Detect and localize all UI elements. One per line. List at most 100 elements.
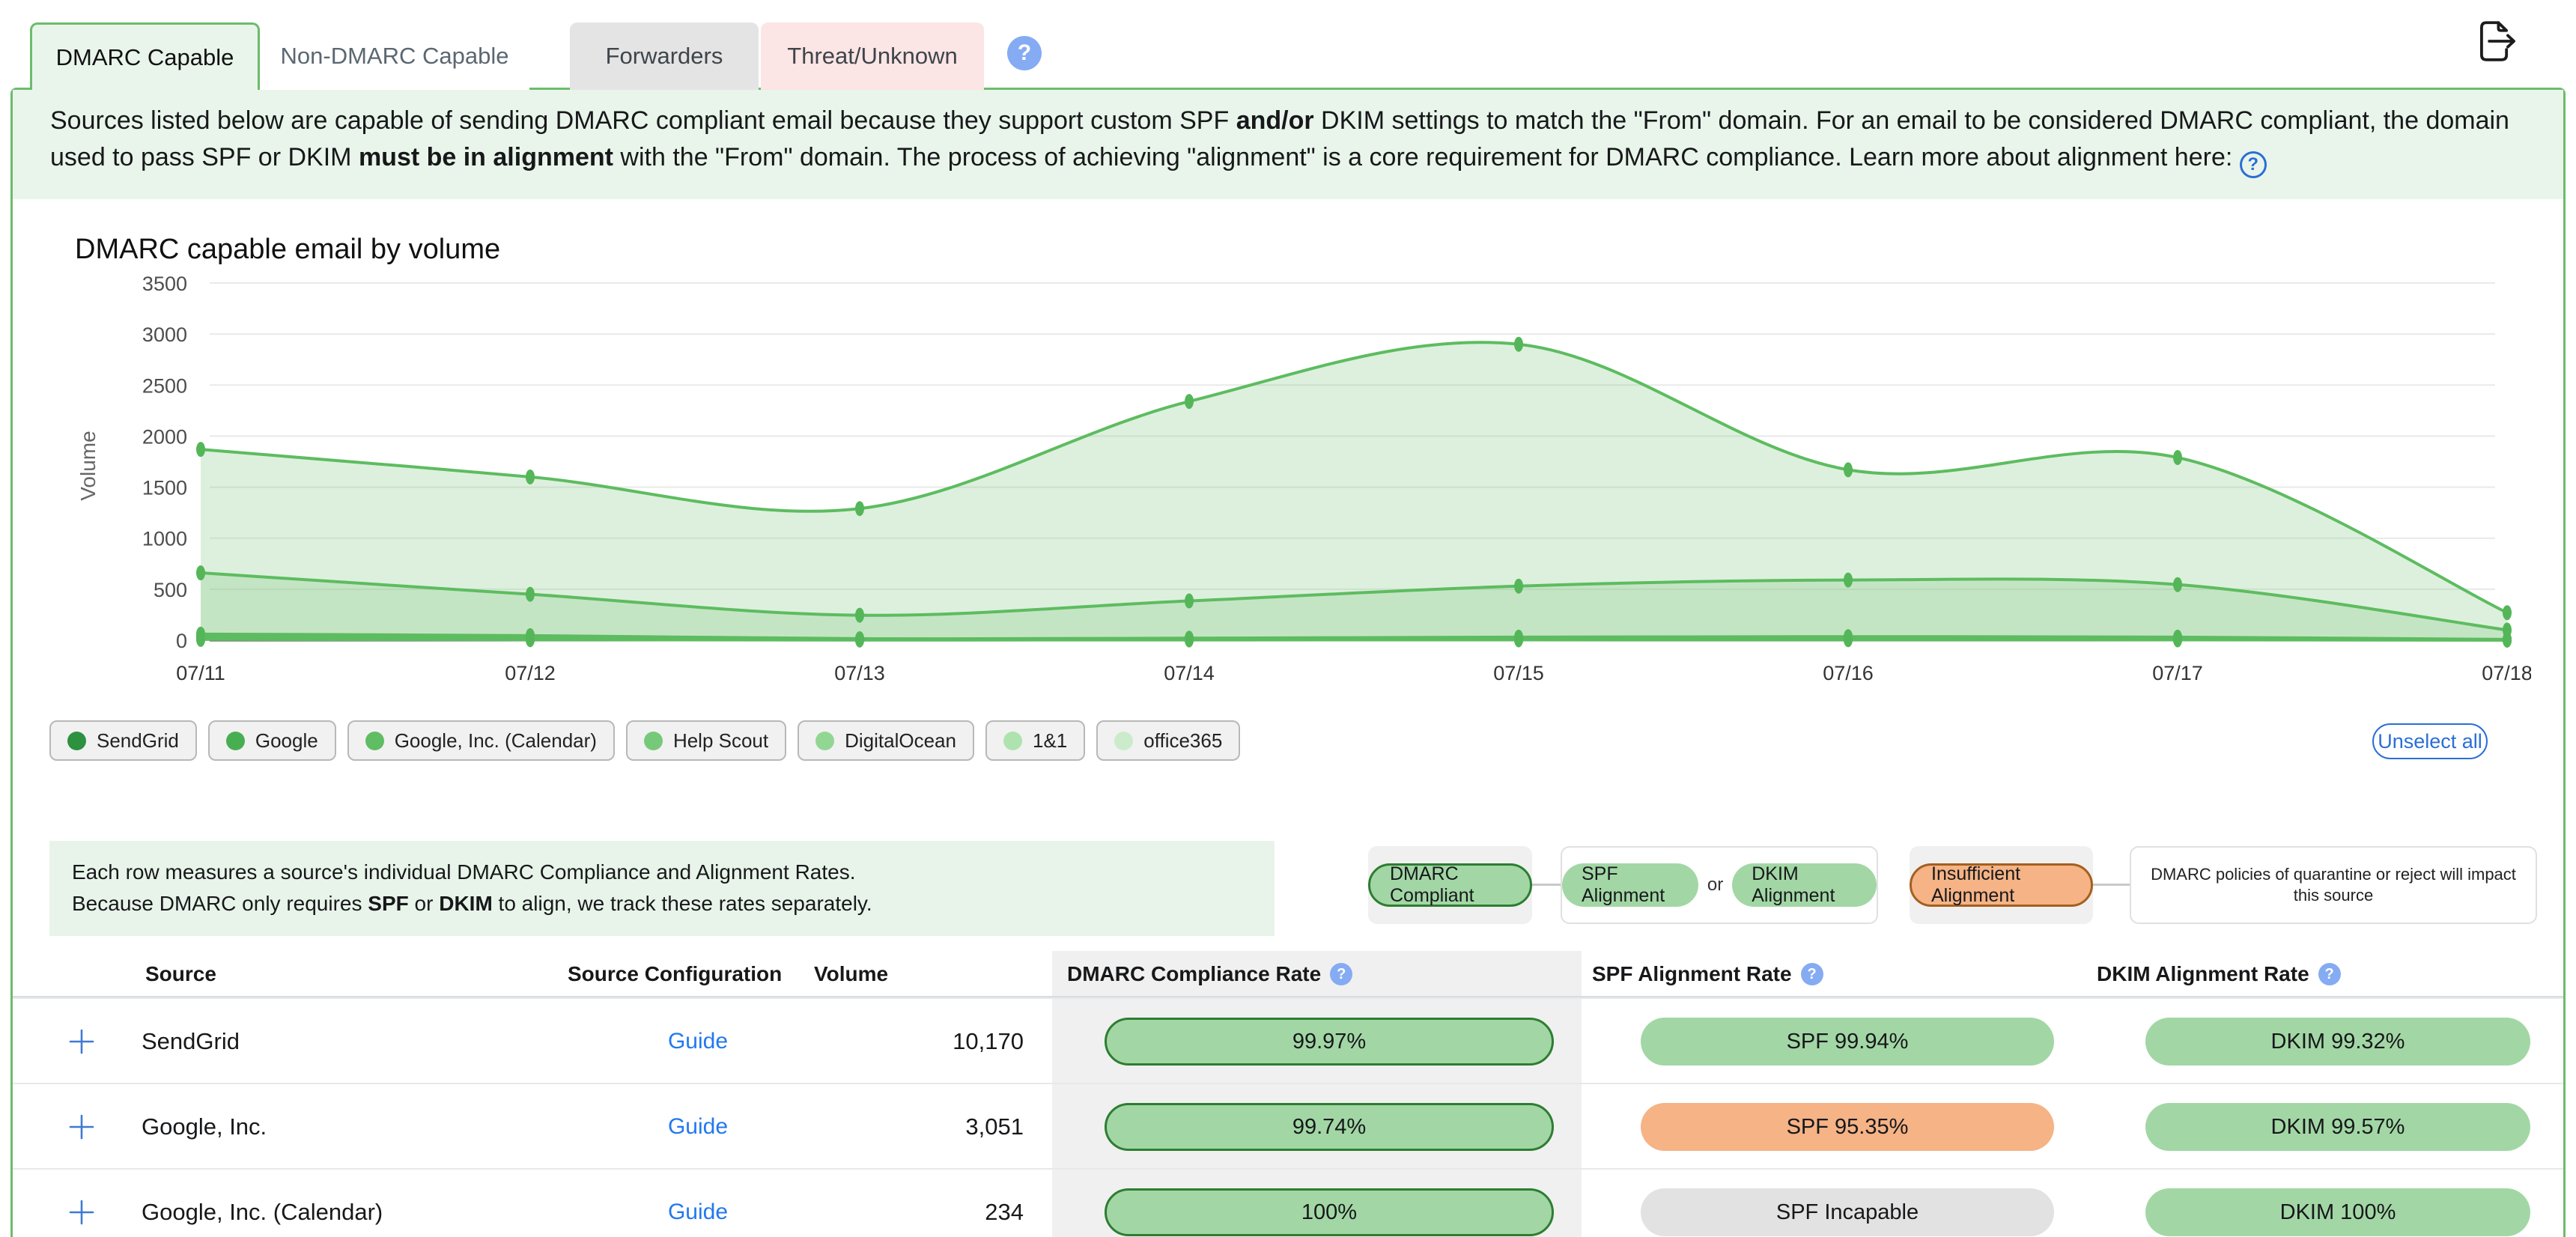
description-segment: Sources listed below are capable of send… xyxy=(50,106,1236,135)
volume-area-chart: 3500 3000 2500 2000 1500 1000 500 0 07/11 07/12 07… xyxy=(76,273,2531,684)
spf-rate-pill: SPF 95.35% xyxy=(1641,1103,2054,1151)
table-row: Google, Inc. Guide 3,051 99.74% SPF 95.3… xyxy=(13,1083,2563,1168)
source-name: Google, Inc. xyxy=(142,1113,267,1140)
series-color-dot xyxy=(1003,731,1022,750)
series-label: DigitalOcean xyxy=(845,729,956,752)
series-label: Google, Inc. (Calendar) xyxy=(394,729,597,752)
svg-text:07/11: 07/11 xyxy=(176,662,225,684)
table-row: Google, Inc. (Calendar) Guide 234 100% S… xyxy=(13,1168,2563,1237)
legend-chip-office365[interactable]: office365 xyxy=(1096,720,1241,761)
svg-text:1500: 1500 xyxy=(142,477,187,499)
dmarc-compliance-pill: 99.74% xyxy=(1105,1103,1554,1151)
spf-rate-pill: SPF Incapable xyxy=(1641,1188,2054,1236)
svg-text:1000: 1000 xyxy=(142,528,187,550)
expand-row-button[interactable] xyxy=(67,1197,97,1227)
legend-connector-line xyxy=(1532,884,1561,886)
tab-dmarc-capable[interactable]: DMARC Capable xyxy=(30,22,260,90)
spf-alignment-pill: SPF Alignment xyxy=(1562,863,1698,907)
svg-text:2500: 2500 xyxy=(142,374,187,397)
column-header-label: DMARC Compliance Rate xyxy=(1067,962,1322,985)
legend-chip-google-inc-calendar[interactable]: Google, Inc. (Calendar) xyxy=(347,720,615,761)
description-bold: must be in alignment xyxy=(358,143,613,171)
description-segment: with the "From" domain. The process of a… xyxy=(613,143,2240,171)
column-header-source: Source xyxy=(145,962,216,985)
svg-text:500: 500 xyxy=(154,579,187,601)
expand-row-button[interactable] xyxy=(67,1027,97,1057)
unselect-all-button[interactable]: Unselect all xyxy=(2372,723,2488,759)
tab-label: Non-DMARC Capable xyxy=(280,43,509,69)
svg-text:07/18: 07/18 xyxy=(2482,662,2531,684)
svg-text:3000: 3000 xyxy=(142,323,187,346)
description-bold: and/or xyxy=(1236,106,1314,135)
plus-icon xyxy=(69,1029,94,1054)
series-color-dot xyxy=(643,731,663,750)
legend-chip-digitalocean[interactable]: DigitalOcean xyxy=(798,720,974,761)
guide-link[interactable]: Guide xyxy=(667,1200,729,1224)
tab-forwarders[interactable]: Forwarders xyxy=(570,22,759,90)
series-color-dot xyxy=(225,731,245,750)
table-row: SendGrid Guide 10,170 99.97% SPF 99.94% … xyxy=(13,997,2563,1083)
note-segment: to align, we track these rates separatel… xyxy=(492,892,872,915)
legend-chip-1-1[interactable]: 1&1 xyxy=(985,720,1086,761)
series-label: 1&1 xyxy=(1032,729,1068,752)
tab-non-dmarc-capable[interactable]: Non-DMARC Capable xyxy=(260,22,529,90)
series-legend-row: SendGrid Google Google, Inc. (Calendar) Hel… xyxy=(49,720,1241,761)
svg-text:07/17: 07/17 xyxy=(2152,662,2203,684)
source-name: SendGrid xyxy=(142,1028,240,1054)
svg-text:3500: 3500 xyxy=(142,273,187,295)
legend-chip-sendgrid[interactable]: SendGrid xyxy=(49,720,197,761)
column-header-dkim-alignment-rate: DKIM Alignment Rate ? xyxy=(2097,951,2341,997)
dmarc-compliance-pill: 99.97% xyxy=(1105,1018,1554,1066)
spf-rate-help-icon[interactable]: ? xyxy=(1800,963,1823,985)
svg-text:07/14: 07/14 xyxy=(1164,662,1215,684)
legend-card-dmarc-compliant: DMARC Compliant xyxy=(1368,846,1532,924)
chart-title: DMARC capable email by volume xyxy=(75,234,501,265)
series-color-dot xyxy=(1114,731,1134,750)
policy-note-text: DMARC policies of quarantine or reject w… xyxy=(2151,865,2516,905)
svg-text:07/15: 07/15 xyxy=(1493,662,1544,684)
guide-link[interactable]: Guide xyxy=(667,1029,729,1054)
svg-text:0: 0 xyxy=(176,630,187,652)
table-note-line1: Each row measures a source's individual … xyxy=(72,860,856,884)
volume-value: 10,170 xyxy=(953,1028,1024,1054)
description-segment: DKIM settings to match the "From" domain… xyxy=(50,106,2509,171)
series-color-dot xyxy=(365,731,384,750)
column-header-volume: Volume xyxy=(814,962,889,985)
legend-chip-help-scout[interactable]: Help Scout xyxy=(625,720,787,761)
expand-row-button[interactable] xyxy=(67,1112,97,1142)
tab-label: Forwarders xyxy=(605,43,723,69)
legend-card-insufficient: Insufficient Alignment xyxy=(1910,846,2093,924)
svg-text:Volume: Volume xyxy=(76,431,100,500)
dkim-rate-pill: DKIM 99.32% xyxy=(2145,1018,2530,1066)
legend-card-alignment: SPF Alignment or DKIM Alignment xyxy=(1561,846,1878,924)
insufficient-alignment-pill: Insufficient Alignment xyxy=(1910,863,2093,907)
file-export-icon xyxy=(2480,21,2515,61)
dkim-rate-pill: DKIM 99.57% xyxy=(2145,1103,2530,1151)
legend-card-policy-note: DMARC policies of quarantine or reject w… xyxy=(2130,846,2537,924)
volume-value: 234 xyxy=(985,1199,1024,1225)
column-header-dmarc-compliance-rate: DMARC Compliance Rate ? xyxy=(1067,951,1353,997)
series-label: Help Scout xyxy=(672,729,769,752)
note-bold: DKIM xyxy=(439,892,493,915)
guide-link[interactable]: Guide xyxy=(667,1114,729,1139)
plus-icon xyxy=(69,1114,94,1140)
series-color-dot xyxy=(815,731,835,750)
dmarc-rate-help-icon[interactable]: ? xyxy=(1330,963,1353,985)
volume-value: 3,051 xyxy=(965,1113,1024,1140)
note-segment: or xyxy=(408,892,440,915)
tab-label: Threat/Unknown xyxy=(787,43,958,69)
description-text: Sources listed below are capable of send… xyxy=(50,103,2530,178)
tabs-help-icon[interactable]: ? xyxy=(1007,36,1042,70)
table-note-box: Each row measures a source's individual … xyxy=(49,841,1275,936)
tab-threat-unknown[interactable]: Threat/Unknown xyxy=(761,22,984,90)
table-header-row: Source Source Configuration Volume DMARC… xyxy=(13,951,2563,997)
column-header-label: DKIM Alignment Rate xyxy=(2097,962,2309,985)
alignment-help-icon[interactable]: ? xyxy=(2239,151,2267,178)
legend-chip-google[interactable]: Google xyxy=(207,720,336,761)
description-strip: Sources listed below are capable of send… xyxy=(13,90,2563,199)
svg-text:2000: 2000 xyxy=(142,425,187,448)
series-label: SendGrid xyxy=(97,729,179,752)
export-button[interactable] xyxy=(2469,15,2521,67)
dkim-rate-help-icon[interactable]: ? xyxy=(2318,963,2341,985)
